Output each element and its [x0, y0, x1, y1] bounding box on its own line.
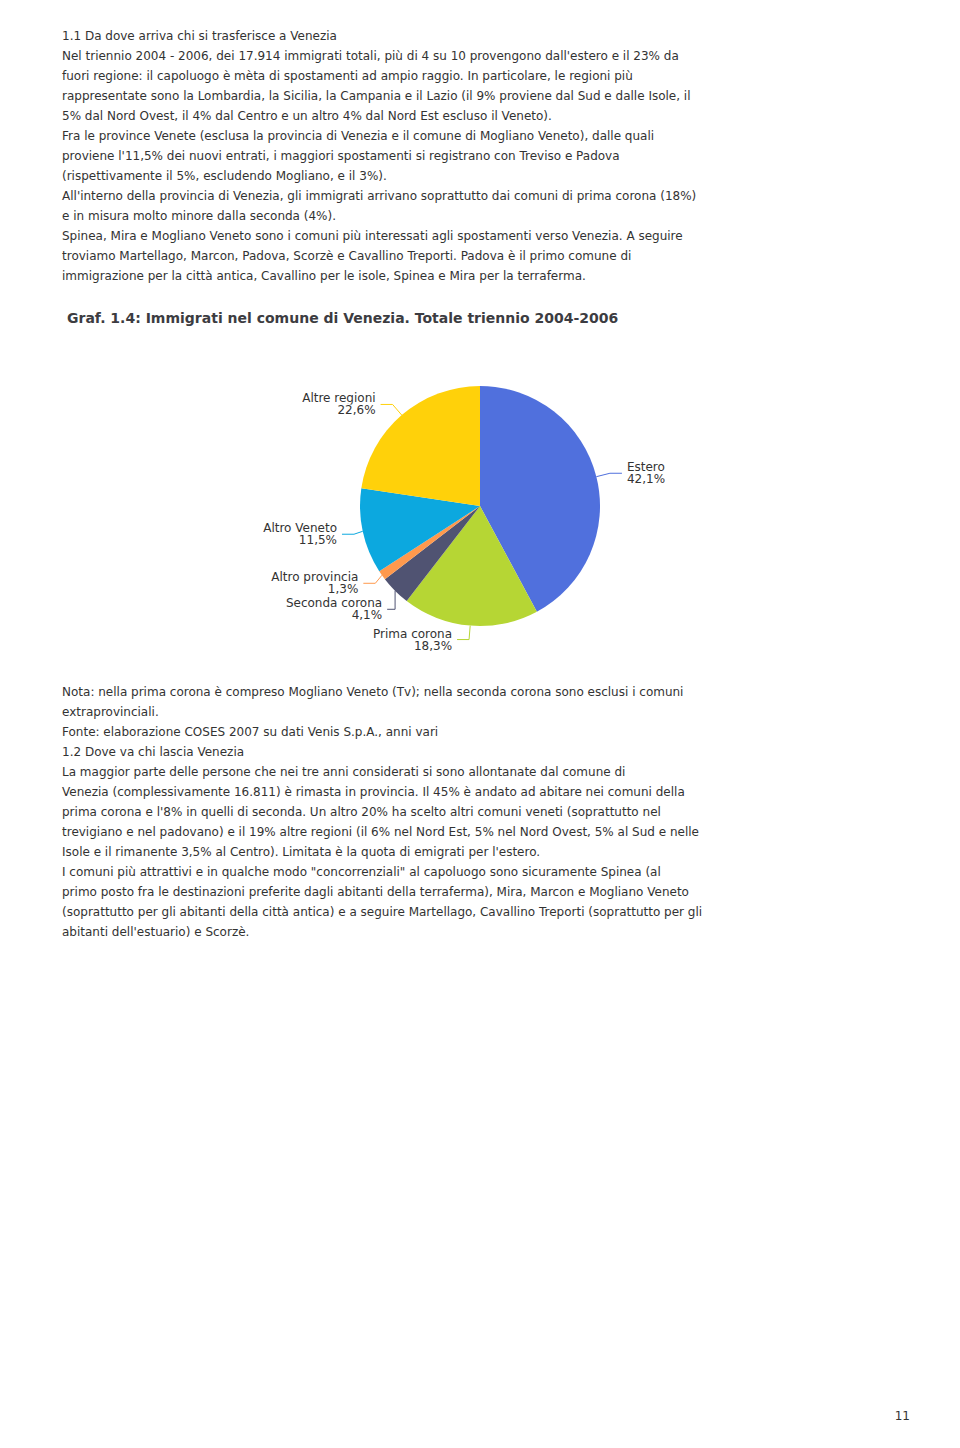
- svg-text:4,1%: 4,1%: [352, 608, 383, 622]
- svg-text:All'interno della provincia di: All'interno della provincia di Venezia, …: [62, 189, 696, 203]
- svg-text:Altre regioni: Altre regioni: [302, 391, 376, 406]
- svg-text:Spinea, Mira e Mogliano Veneto: Spinea, Mira e Mogliano Veneto sono i co…: [62, 229, 683, 243]
- svg-text:Altro provincia: Altro provincia: [271, 570, 359, 585]
- svg-text:Isole e il rimanente 3,5% al C: Isole e il rimanente 3,5% al Centro). Li…: [62, 845, 540, 859]
- svg-text:fuori regione: il capoluogo è: fuori regione: il capoluogo è mèta di sp…: [62, 69, 633, 83]
- svg-text:trevigiano e nel padovano) e i: trevigiano e nel padovano) e il 19% altr…: [62, 825, 699, 839]
- svg-text:Nota: nella prima corona è com: Nota: nella prima corona è compreso Mogl…: [62, 685, 683, 699]
- svg-text:1.1 Da dove arriva chi si tras: 1.1 Da dove arriva chi si trasferisce a …: [62, 29, 337, 43]
- svg-text:e in misura molto minore dalla: e in misura molto minore dalla seconda (…: [62, 209, 336, 223]
- svg-text:(rispettivamente il 5%, esclud: (rispettivamente il 5%, escludendo Mogli…: [62, 169, 387, 183]
- svg-text:extraprovinciali.: extraprovinciali.: [62, 705, 159, 719]
- svg-text:Fra le province Venete (esclus: Fra le province Venete (esclusa la provi…: [62, 129, 654, 143]
- svg-text:I comuni più attrattivi e in q: I comuni più attrattivi e in qualche mod…: [62, 865, 661, 879]
- svg-text:Venezia (complessivamente 16.8: Venezia (complessivamente 16.811) è rima…: [62, 785, 685, 799]
- svg-text:Fonte: elaborazione COSES 2007: Fonte: elaborazione COSES 2007 su dati V…: [62, 725, 438, 739]
- svg-text:troviamo Martellago, Marcon, P: troviamo Martellago, Marcon, Padova, Sco…: [62, 249, 631, 263]
- svg-text:prima corona e l'8% in quelli: prima corona e l'8% in quelli di seconda…: [62, 805, 661, 819]
- svg-text:22,6%: 22,6%: [337, 403, 375, 417]
- svg-text:Nel triennio 2004 - 2006, dei: Nel triennio 2004 - 2006, dei 17.914 imm…: [62, 49, 679, 63]
- svg-text:La maggior parte delle persone: La maggior parte delle persone che nei t…: [62, 765, 625, 779]
- svg-text:Graf. 1.4: Immigrati nel comun: Graf. 1.4: Immigrati nel comune di Venez…: [67, 310, 618, 326]
- svg-text:42,1%: 42,1%: [627, 472, 665, 486]
- svg-text:1,3%: 1,3%: [328, 582, 359, 596]
- svg-text:rappresentate sono la Lombardi: rappresentate sono la Lombardia, la Sici…: [62, 89, 691, 103]
- svg-text:11,5%: 11,5%: [299, 533, 337, 547]
- svg-text:abitanti dell'estuario) e Scor: abitanti dell'estuario) e Scorzè.: [62, 925, 249, 939]
- svg-text:Prima corona: Prima corona: [373, 626, 453, 641]
- svg-text:Altro Veneto: Altro Veneto: [263, 521, 337, 536]
- svg-text:Seconda corona: Seconda corona: [285, 596, 383, 611]
- svg-text:immigrazione per la città anti: immigrazione per la città antica, Cavall…: [62, 269, 586, 283]
- svg-text:5% dal Nord Ovest, il 4% dal C: 5% dal Nord Ovest, il 4% dal Centro e un…: [62, 109, 552, 123]
- svg-text:primo posto fra le destinazion: primo posto fra le destinazioni preferit…: [62, 885, 689, 899]
- svg-text:(soprattutto per gli abitanti: (soprattutto per gli abitanti della citt…: [62, 905, 702, 919]
- svg-text:1.2 Dove va chi lascia Venezia: 1.2 Dove va chi lascia Venezia: [62, 745, 244, 759]
- svg-text:11: 11: [895, 1409, 910, 1423]
- svg-text:proviene l'11,5% dei nuovi ent: proviene l'11,5% dei nuovi entrati, i ma…: [62, 149, 620, 163]
- svg-text:18,3%: 18,3%: [414, 639, 452, 653]
- svg-text:Estero: Estero: [626, 460, 665, 475]
